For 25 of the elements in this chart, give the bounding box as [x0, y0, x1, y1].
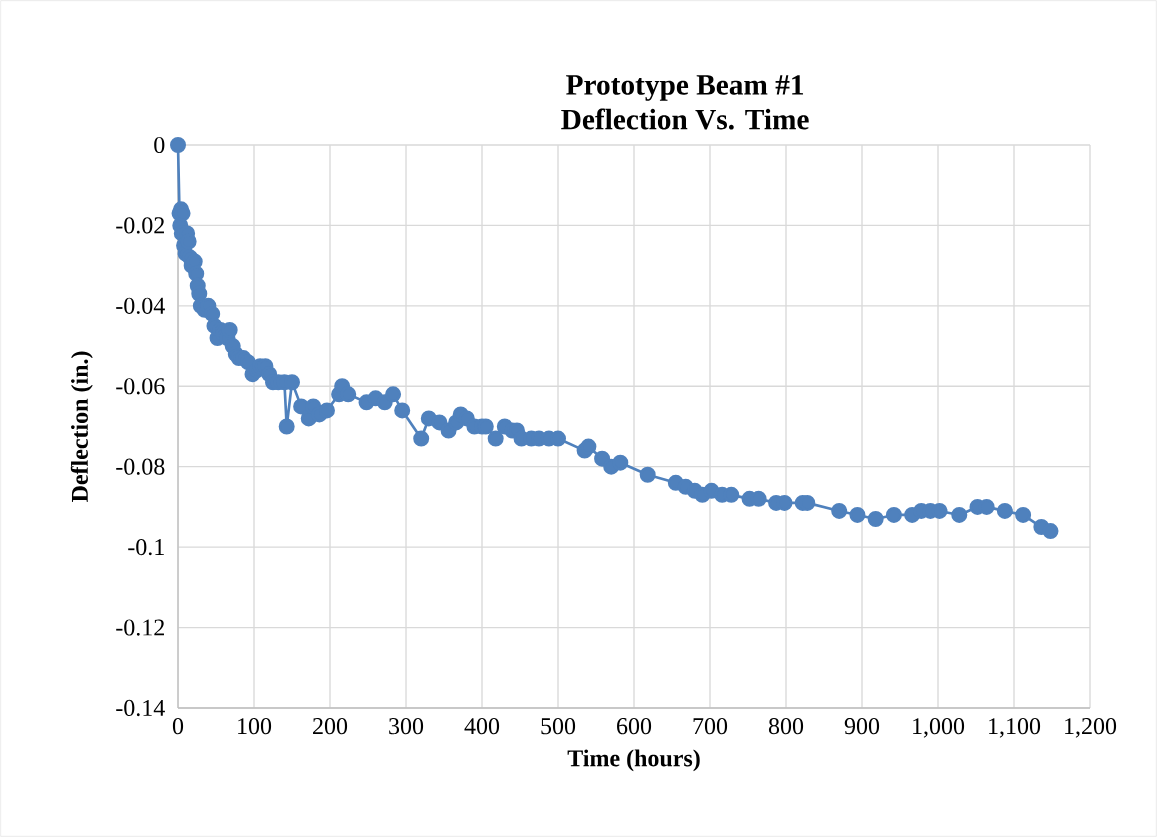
x-tick-label: 1,200	[1065, 718, 1117, 738]
y-tick-label: -0.14	[116, 699, 165, 717]
y-axis-title: Deflection (in.)	[70, 351, 93, 503]
y-tick-label: -0.04	[116, 297, 165, 314]
y-tick-label: -0.08	[116, 458, 165, 475]
y-tick-label: -0.12	[116, 619, 164, 636]
x-tick-label: 1,100	[989, 718, 1041, 738]
y-tick-label: -0.1	[128, 538, 164, 556]
chart-title: Prototype Beam #1	[566, 75, 804, 101]
x-tick-label: 400	[464, 718, 500, 735]
x-tick-label: 700	[693, 718, 728, 735]
x-tick-label: 600	[617, 718, 652, 735]
x-axis-title: Time (hours)	[567, 749, 700, 772]
y-tick-label: 0	[154, 136, 165, 154]
x-tick-label: 300	[389, 718, 424, 735]
x-tick-label: 200	[313, 718, 348, 735]
x-tick-label: 0	[172, 718, 184, 735]
y-tick-label: -0.06	[116, 378, 165, 395]
x-tick-label: 500	[541, 718, 576, 735]
chart-subtitle: Deflection Vs. Time	[561, 108, 809, 130]
x-tick-label: 1,000	[913, 718, 965, 738]
x-tick-label: 900	[844, 718, 880, 735]
x-tick-label: 800	[768, 718, 804, 735]
x-tick-label: 100	[238, 718, 272, 735]
y-tick-label: -0.02	[116, 217, 164, 234]
